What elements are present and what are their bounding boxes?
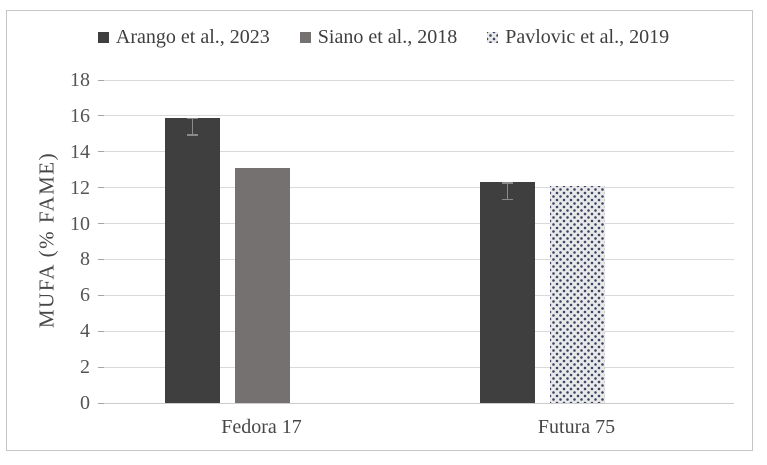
bar-dotted: [550, 185, 605, 403]
error-bar-cap-top: [502, 182, 513, 184]
y-tick-label: 0: [80, 392, 90, 414]
y-tick-label: 14: [70, 140, 90, 163]
error-bar-cap-bottom: [502, 198, 513, 201]
error-bar-cap-top: [187, 117, 198, 120]
category-label: Futura 75: [537, 416, 616, 438]
bar-dark: [480, 182, 535, 403]
y-tick-label: 2: [80, 356, 90, 379]
y-tick-mark: [98, 402, 104, 404]
gridline: [104, 294, 734, 296]
gridline: [104, 223, 734, 225]
y-tick-label: 10: [70, 212, 90, 235]
figure-border: [6, 10, 753, 451]
plot-area: Fedora 17 Futura 75: [98, 79, 734, 438]
y-tick-label: 12: [70, 176, 90, 199]
gridline: [104, 366, 734, 368]
legend-label: Pavlovic et al., 2019: [505, 26, 670, 48]
y-tick-mark: [98, 330, 104, 332]
legend-item: Siano et al., 2018: [299, 26, 458, 49]
legend-item: Pavlovic et al., 2019: [487, 26, 669, 49]
error-bar-line: [506, 182, 509, 201]
x-axis-line: [104, 402, 734, 404]
gridline: [104, 258, 734, 260]
y-tick-label: 4: [80, 320, 90, 343]
gridline: [104, 151, 734, 153]
legend-label: Siano et al., 2018: [317, 26, 458, 48]
gridline: [104, 187, 734, 189]
bar-gray: [235, 167, 290, 403]
legend-swatch-dark-icon: [97, 32, 109, 43]
y-tick-mark: [98, 294, 104, 296]
category-label: Fedora 17: [221, 416, 302, 438]
legend-label: Arango et al., 2023: [115, 26, 270, 48]
y-tick-label: 6: [80, 284, 90, 307]
legend-item: Arango et al., 2023: [97, 26, 270, 49]
y-tick-mark: [98, 115, 104, 117]
legend-swatch-gray-icon: [299, 32, 311, 43]
y-tick-label: 8: [80, 248, 90, 271]
y-tick-mark: [98, 366, 104, 368]
chart-legend: Arango et al., 2023 Siano et al., 2018 Pav…: [0, 26, 767, 49]
y-tick-mark: [98, 151, 104, 153]
legend-swatch-dotted-icon: [487, 32, 499, 43]
y-tick-mark: [98, 223, 104, 225]
y-tick-label: 16: [70, 104, 90, 127]
gridline: [104, 79, 734, 81]
gridline: [104, 330, 734, 332]
y-tick-mark: [98, 79, 104, 81]
y-tick-mark: [98, 258, 104, 260]
error-bar-line: [191, 117, 194, 136]
error-bar-cap-bottom: [187, 134, 198, 136]
bar-dark: [165, 117, 220, 403]
y-tick-label: 18: [70, 69, 90, 91]
gridline: [104, 115, 734, 117]
y-tick-mark: [98, 187, 104, 189]
